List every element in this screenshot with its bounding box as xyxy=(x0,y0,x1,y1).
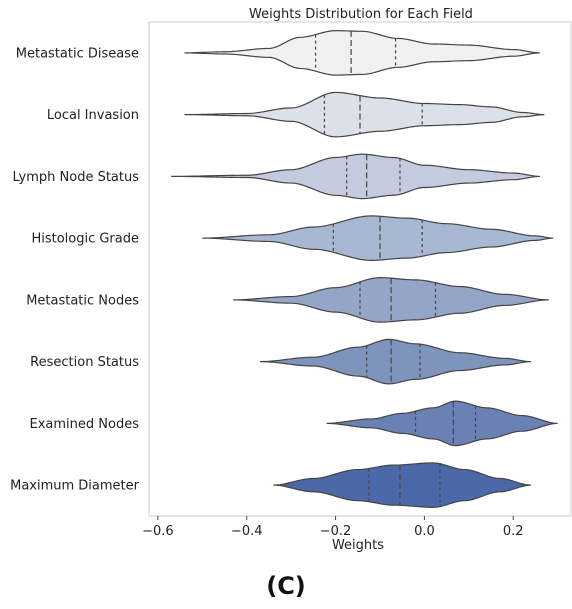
chart-title: Weights Distribution for Each Field xyxy=(249,7,473,22)
y-tick-label: Histologic Grade xyxy=(31,232,139,247)
x-tick-label: 0.2 xyxy=(503,524,524,539)
violin-metastatic-disease xyxy=(184,30,540,76)
y-tick-label: Resection Status xyxy=(30,355,139,370)
y-tick-label: Examined Nodes xyxy=(30,417,140,432)
violin-histologic-grade xyxy=(202,215,554,261)
y-tick-label: Maximum Diameter xyxy=(10,479,140,494)
x-tick-label: 0.0 xyxy=(414,524,435,539)
y-tick-label: Local Invasion xyxy=(47,108,139,123)
y-tick-label: Lymph Node Status xyxy=(12,170,139,185)
violin-local-invasion xyxy=(184,91,545,138)
x-tick-label: −0.6 xyxy=(142,524,174,539)
violin-examined-nodes xyxy=(326,400,558,447)
y-axis-labels: Metastatic Disease Local Invasion Lymph No… xyxy=(10,46,140,493)
violin-resection-status xyxy=(260,338,532,385)
panel-label: (C) xyxy=(266,572,306,600)
violin-chart: Weights Distribution for Each Field Meta… xyxy=(10,7,572,553)
violin-maximum-diameter xyxy=(273,462,532,508)
x-axis-label: Weights xyxy=(332,538,384,553)
violin-lymph-node-status xyxy=(171,153,540,200)
y-tick-label: Metastatic Nodes xyxy=(26,293,139,308)
x-axis-ticks: −0.6 −0.4 −0.2 0.0 0.2 xyxy=(142,516,524,539)
x-tick-label: −0.4 xyxy=(231,524,263,539)
x-tick-label: −0.2 xyxy=(320,524,352,539)
violin-group xyxy=(171,30,558,508)
y-tick-label: Metastatic Disease xyxy=(16,46,139,61)
plot-frame xyxy=(148,21,572,517)
